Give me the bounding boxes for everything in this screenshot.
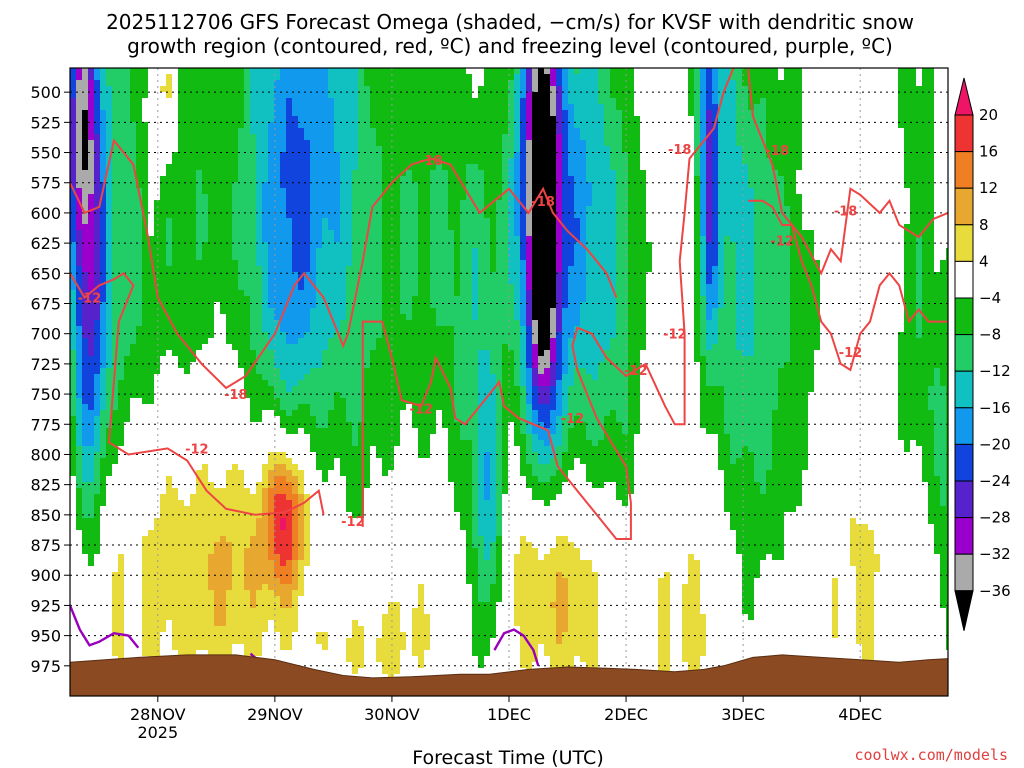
x-tick-label-2dec: 2DEC [604,705,648,724]
colorbar-swatch-6 [954,297,974,336]
y-tick-label-575: 575 [30,174,61,193]
contour-label-1: -12 [78,291,102,306]
colorbar-tick-1: 16 [979,143,998,161]
y-tick-label-750: 750 [30,385,61,404]
site-credit: coolwx.com/models [854,746,1008,764]
y-tick-label-525: 525 [30,113,61,132]
x-tick-label-1dec: 1DEC [487,705,531,724]
dgz-contour-4 [747,68,948,372]
colorbar-swatch-8 [954,370,974,409]
contour-label-11: -12 [663,328,687,343]
colorbar-bottom-arrow [954,590,974,631]
contour-label-10: -18 [668,143,692,158]
colorbar-swatch-10 [954,443,974,482]
y-tick-label-925: 925 [30,596,61,615]
y-tick-label-550: 550 [30,144,61,163]
colorbar-swatch-4 [954,224,974,262]
dgz-contour-5 [748,187,948,276]
contour-label-6: -12 [409,403,433,418]
colorbar-top-arrow [954,77,974,116]
colorbar-tick-9: −20 [979,435,1011,453]
colorbar-tick-4: 4 [979,252,989,270]
contour-label-12: -18 [766,144,790,159]
dgz-contour-1 [70,138,618,390]
colorbar-swatch-3 [954,187,974,226]
colorbar-tick-2: 12 [979,179,998,197]
chart-title-line1: 2025112706 GFS Forecast Omega (shaded, −… [106,10,914,34]
y-tick-label-950: 950 [30,627,61,646]
freezing-level-contour-3 [493,628,540,667]
colorbar-tick-10: −24 [979,472,1011,490]
y-tick-label-600: 600 [30,204,61,223]
y-tick-label-800: 800 [30,445,61,464]
y-tick-label-850: 850 [30,506,61,525]
y-tick-label-625: 625 [30,234,61,253]
chart-title-line2: growth region (contoured, red, ºC) and f… [127,34,893,58]
y-tick-label-500: 500 [30,83,61,102]
contour-label-15: -12 [839,346,863,361]
y-axis-ticks: 500 525 550 575 600 625 650 675 700 725 750 775 800 8… [30,83,70,676]
contour-label-4: -18 [419,154,443,169]
y-tick-label-975: 975 [30,657,61,676]
contour-labels: -12 -18 -12 -18 -12 -12 -18 -12 -12 -18 -12 -18 -12 -… [78,143,862,530]
colorbar-swatch-2 [954,151,974,189]
x-tick-label-30nov: 30NOV [364,705,420,724]
y-tick-label-650: 650 [30,264,61,283]
contour-label-7: -18 [531,195,555,210]
x-tick-label-4dec: 4DEC [838,705,882,724]
contour-label-14: -18 [834,205,858,220]
colorbar-tick-0: 20 [979,106,998,124]
terrain-fill [70,654,948,696]
freezing-level-contour-1 [70,604,140,649]
grid-lines [70,68,948,696]
colorbar-tick-7: −12 [979,362,1011,380]
contour-label-3: -12 [185,442,209,457]
y-tick-label-675: 675 [30,295,61,314]
x-tick-year: 2025 [137,723,178,742]
y-tick-label-825: 825 [30,476,61,495]
colorbar-tick-6: −8 [979,326,1001,344]
colorbar-swatch-9 [954,407,974,445]
contour-label-5: -12 [341,515,365,530]
y-tick-label-900: 900 [30,566,61,585]
x-tick-label-28nov: 28NOV [130,705,186,724]
x-tick-label-29nov: 29NOV [247,705,303,724]
y-tick-label-875: 875 [30,536,61,555]
contour-label-8: -12 [561,412,585,427]
colorbar-swatch-1 [954,114,974,153]
contour-label-2: -18 [224,388,248,403]
contour-label-9: -12 [624,364,648,379]
dgz-contour-2 [70,271,325,516]
colorbar-tick-11: −28 [979,509,1011,527]
y-tick-label-700: 700 [30,325,61,344]
colorbar-swatch-7 [954,334,974,372]
contour-label-13: -12 [770,235,794,250]
colorbar-swatch-12 [954,517,974,555]
colorbar-swatch-11 [954,480,974,519]
colorbar-swatch-13 [954,553,974,592]
colorbar-tick-3: 8 [979,216,989,234]
x-tick-label-3dec: 3DEC [721,705,765,724]
y-tick-label-725: 725 [30,355,61,374]
dgz-contours [70,68,948,686]
colorbar-tick-13: −36 [979,582,1011,600]
y-tick-label-775: 775 [30,415,61,434]
dgz-contour-3 [361,68,735,540]
colorbar-swatch-5 [954,260,974,299]
terrain [70,654,948,696]
colorbar: 20 16 12 8 4 −4 −8 −12 −16 −20 −24 −28 −32 −36 [954,77,1011,631]
colorbar-tick-12: −32 [979,545,1011,563]
colorbar-tick-8: −16 [979,399,1011,417]
x-axis-label: Forecast Time (UTC) [412,747,603,768]
colorbar-tick-5: −4 [979,289,1001,307]
